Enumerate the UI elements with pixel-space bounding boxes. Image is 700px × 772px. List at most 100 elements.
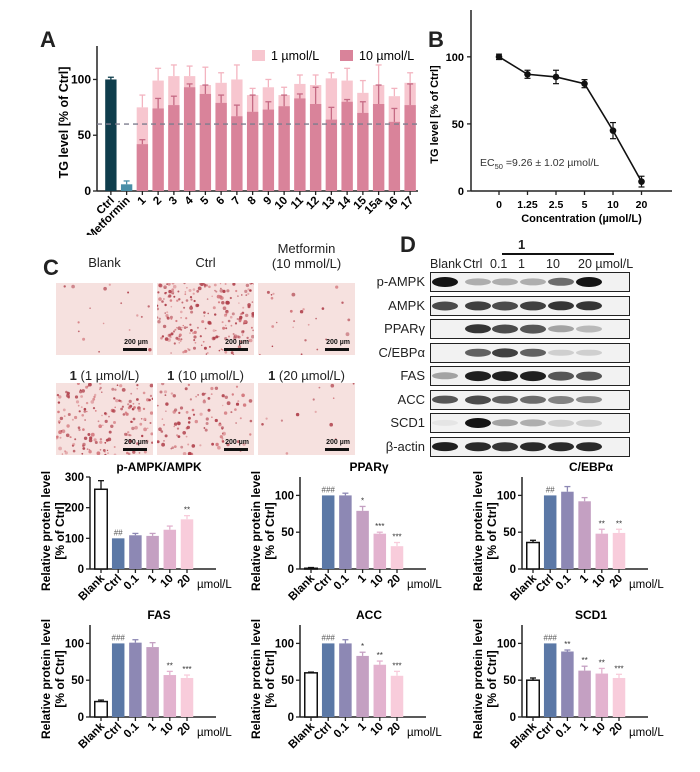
lipid-droplet <box>171 288 175 292</box>
y-tick-label: 100 <box>275 490 294 502</box>
y-tick-label: 50 <box>452 119 464 131</box>
micrograph-image: 200 µm <box>56 383 153 455</box>
lipid-droplet <box>272 292 275 295</box>
lipid-droplet <box>77 321 80 324</box>
lipid-droplet <box>164 303 167 307</box>
scale-bar-label: 200 µm <box>326 339 350 346</box>
lipid-droplet <box>183 283 186 285</box>
lipid-droplet <box>185 410 189 414</box>
lipid-droplet <box>179 406 184 410</box>
lipid-droplet <box>174 328 177 331</box>
x-tick-label: 1 <box>135 194 148 207</box>
lipid-droplet <box>222 306 227 310</box>
lipid-droplet <box>77 426 81 429</box>
x-tick-label: 20 <box>386 573 404 591</box>
lipid-droplet <box>229 315 233 319</box>
lipid-droplet <box>247 305 251 309</box>
compound-label: 1 <box>518 237 526 252</box>
significance-mark: *** <box>182 665 191 674</box>
lipid-droplet <box>127 291 130 294</box>
lipid-droplet <box>217 445 221 450</box>
lipid-droplet <box>86 410 88 413</box>
lipid-droplet <box>231 393 234 396</box>
lipid-droplet <box>188 348 191 352</box>
micrograph-title: 1 (10 µmol/L) <box>151 368 260 383</box>
y-tick-label: 50 <box>503 675 516 687</box>
protein-band <box>492 371 518 381</box>
lipid-droplet <box>245 283 250 288</box>
lipid-droplet <box>114 406 116 409</box>
protein-band <box>548 349 574 356</box>
lipid-droplet <box>231 312 235 316</box>
scale-bar <box>123 448 147 451</box>
lipid-droplet <box>173 295 176 298</box>
ec50-annotation: EC50 =9.26 ± 1.02 µmol/L <box>480 157 599 171</box>
lipid-droplet <box>81 389 85 393</box>
lipid-droplet <box>243 319 247 324</box>
bar-0.1 <box>129 642 142 717</box>
lipid-droplet <box>182 324 184 327</box>
unit-label: µmol/L <box>197 727 232 739</box>
lipid-droplet <box>299 310 304 314</box>
lipid-droplet <box>199 412 203 416</box>
lipid-droplet <box>88 450 92 454</box>
lipid-droplet <box>99 440 103 444</box>
lipid-droplet <box>230 351 234 355</box>
lipid-droplet <box>208 285 211 289</box>
x-tick-label: 0 <box>496 199 502 211</box>
lipid-droplet <box>186 425 190 430</box>
lipid-droplet <box>221 349 224 351</box>
panel-label-a: A <box>40 27 56 52</box>
lipid-droplet <box>203 399 206 402</box>
lipid-droplet <box>124 432 128 436</box>
bar-1 <box>356 510 369 569</box>
lipid-droplet <box>285 452 289 455</box>
lipid-droplet <box>235 402 240 406</box>
lipid-droplet <box>83 436 88 440</box>
bar-10umol-12 <box>309 104 322 191</box>
lipid-droplet <box>237 400 240 403</box>
lipid-droplet <box>216 294 221 299</box>
lipid-droplet <box>113 446 116 448</box>
lipid-droplet <box>230 324 233 327</box>
protein-band <box>520 300 546 311</box>
bar-10 <box>163 675 177 717</box>
bar-20 <box>612 677 626 717</box>
lipid-droplet <box>148 348 152 352</box>
lipid-droplet <box>318 386 321 389</box>
micrograph-stain-canvas <box>56 383 153 455</box>
lipid-droplet <box>224 283 227 285</box>
lipid-droplet <box>222 326 226 330</box>
lipid-droplet <box>113 421 116 424</box>
lipid-droplet <box>108 415 110 418</box>
lipid-droplet <box>127 431 130 434</box>
y-tick-label: 50 <box>281 675 294 687</box>
lipid-droplet <box>179 340 182 342</box>
lipid-droplet <box>104 419 108 423</box>
lipid-droplet <box>81 452 84 455</box>
y-tick-label: 300 <box>65 472 84 484</box>
y-tick-label: 100 <box>497 490 516 502</box>
lipid-droplet <box>226 311 229 314</box>
blot-label-ACC: ACC <box>397 391 425 407</box>
lipid-droplet <box>163 285 167 289</box>
lipid-droplet <box>232 353 235 355</box>
lipid-droplet <box>163 298 165 300</box>
lipid-droplet <box>221 301 225 305</box>
lipid-droplet <box>217 335 220 338</box>
lipid-droplet <box>176 427 180 430</box>
lipid-droplet <box>178 298 181 301</box>
lipid-droplet <box>232 333 235 335</box>
protein-band <box>548 325 574 333</box>
bar-10umol-1 <box>136 144 149 191</box>
bar-Ctrl <box>111 643 125 717</box>
lipid-droplet <box>85 401 89 405</box>
lipid-droplet <box>215 442 219 447</box>
x-tick-label: 1 <box>578 572 591 585</box>
lipid-droplet <box>202 340 205 343</box>
lipid-droplet <box>177 435 181 438</box>
bar-10 <box>373 533 387 569</box>
lipid-droplet <box>104 453 107 455</box>
lipid-droplet <box>178 333 182 337</box>
